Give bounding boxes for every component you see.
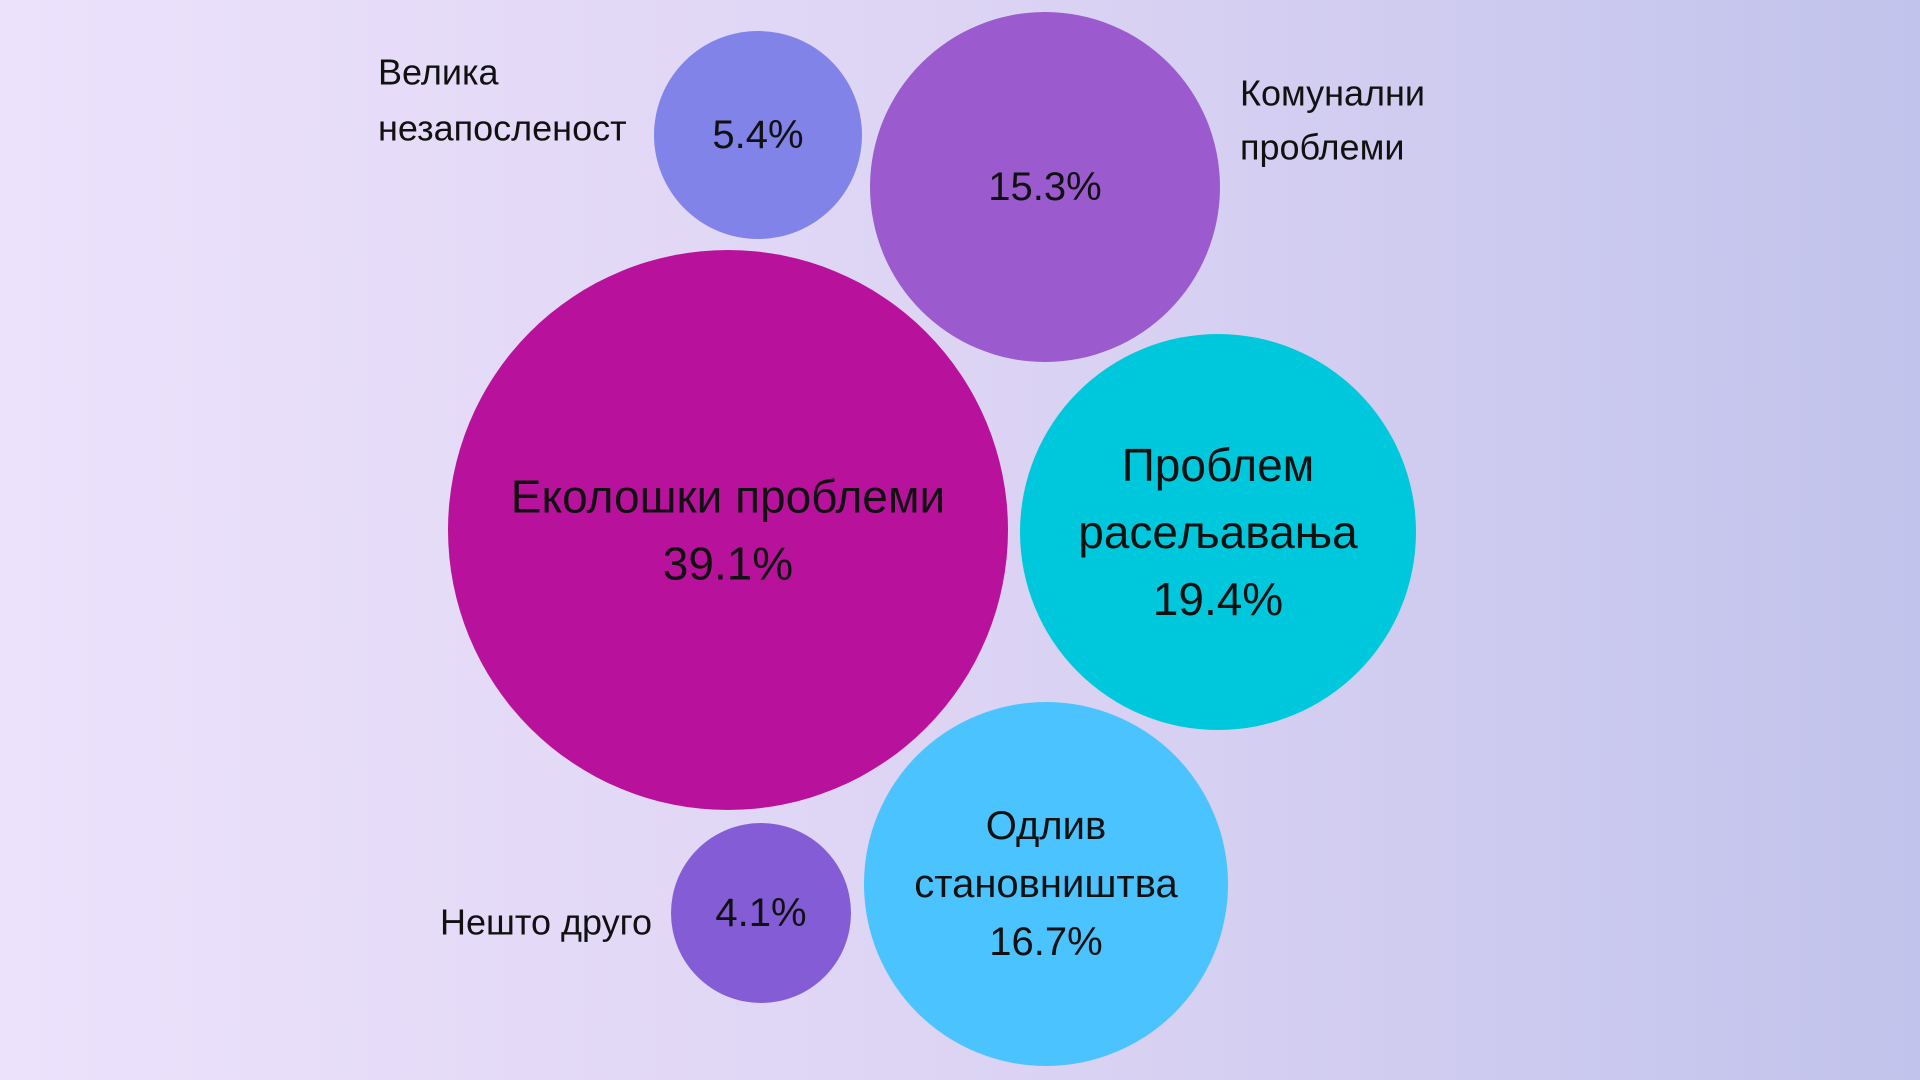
bubble-value: 5.4% [712, 113, 803, 157]
bubble-6: 4.1% Нешто друго [440, 823, 851, 1003]
bubble-label: Еколошки проблеми [511, 471, 945, 523]
bubble-4: 15.3% Комунални проблеми [870, 12, 1425, 362]
bubble-value: 16.7% [989, 920, 1102, 964]
bubble-circle [671, 823, 851, 1003]
bubble-outside-label: Нешто друго [440, 902, 652, 943]
bubble-circle [654, 31, 862, 239]
bubble-circle [864, 702, 1228, 1066]
bubble-2: Проблем расељавања 19.4% [1020, 334, 1416, 730]
bubble-5: 5.4% Велика незапосленост [378, 31, 862, 239]
bubble-outside-label: Комунални [1240, 73, 1425, 114]
bubble-label: Проблем [1122, 439, 1315, 491]
bubble-circle [1020, 334, 1416, 730]
bubble-label: расељавања [1078, 506, 1358, 558]
bubble-1: Еколошки проблеми 39.1% [448, 250, 1008, 810]
bubble-outside-label: Велика [378, 52, 499, 93]
bubble-3: Одлив становништва 16.7% [864, 702, 1228, 1066]
bubble-value: 15.3% [988, 165, 1101, 209]
bubble-label: становништва [914, 862, 1178, 906]
bubble-outside-label: незапосленост [378, 108, 627, 149]
bubble-value: 19.4% [1153, 573, 1283, 625]
bubble-value: 4.1% [715, 891, 806, 935]
bubble-circle [870, 12, 1220, 362]
bubble-circle [448, 250, 1008, 810]
bubble-label: Одлив [986, 804, 1107, 848]
bubble-outside-label: проблеми [1240, 127, 1404, 168]
bubble-value: 39.1% [663, 538, 793, 590]
